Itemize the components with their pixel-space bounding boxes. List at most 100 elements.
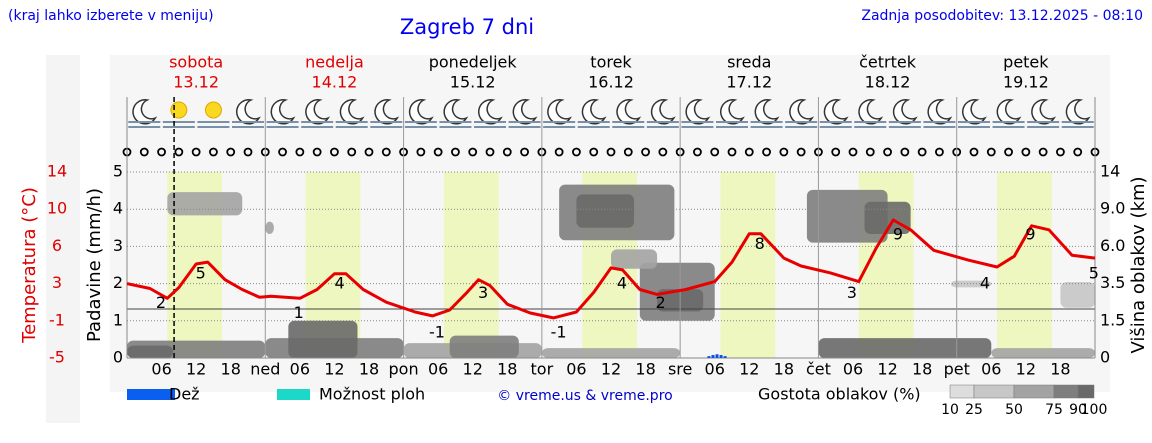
temp-tick-label: 6 — [52, 236, 62, 255]
sun-icon — [170, 101, 188, 119]
y2-axis-title: Višina oblakov (km) — [1128, 176, 1149, 353]
wind-marker — [831, 147, 841, 157]
temp-extreme-label: 3 — [478, 283, 488, 302]
temp-axis-title: Temperatura (°C) — [19, 187, 40, 344]
y-tick-label: 1 — [113, 310, 123, 329]
rain-bar — [719, 355, 723, 358]
density-title: Gostota oblakov (%) — [758, 385, 921, 404]
temp-tick-label: 3 — [52, 273, 62, 292]
rain-bar — [723, 356, 727, 358]
wind-marker — [693, 147, 702, 157]
wind-marker — [520, 147, 529, 157]
temp-tick-label: -5 — [49, 348, 65, 367]
density-swatch — [1013, 384, 1055, 399]
temp-extreme-label: 5 — [196, 264, 206, 283]
day-name: četrtek — [859, 53, 917, 72]
day-date: 18.12 — [865, 73, 911, 92]
wind-marker — [364, 147, 374, 157]
y2-tick-label: 0 — [1100, 348, 1110, 367]
wind-marker — [848, 147, 858, 157]
x-tick-label: 18 — [497, 360, 517, 379]
x-tick-label: sre — [668, 360, 692, 379]
sun-icon — [204, 101, 222, 119]
x-tick-label: 18 — [359, 360, 379, 379]
x-tick-label: 06 — [566, 360, 586, 379]
temp-extreme-label: 8 — [755, 234, 765, 253]
cloud-block — [167, 192, 243, 216]
day-date: 15.12 — [450, 73, 496, 92]
density-tick-label: 25 — [965, 402, 983, 418]
legend-swatch — [127, 389, 175, 400]
day-name: sobota — [169, 53, 223, 72]
wind-marker — [1073, 147, 1083, 157]
day-date: 16.12 — [588, 73, 634, 92]
hint: (kraj lahko izberete v meniju) — [8, 8, 214, 24]
temp-extreme-label: 2 — [655, 293, 665, 312]
temp-extreme-label: 4 — [335, 273, 345, 292]
density-tick-label: 75 — [1045, 402, 1063, 418]
wind-marker — [278, 147, 287, 157]
wind-marker — [502, 147, 512, 157]
wind-marker — [796, 147, 806, 157]
x-tick-label: 12 — [463, 360, 483, 379]
wind-marker — [658, 147, 668, 157]
credit: © vreme.us & vreme.pro — [497, 388, 672, 404]
wind-marker — [883, 147, 892, 157]
cloud-block — [449, 335, 519, 358]
wind-marker — [330, 147, 339, 157]
daylight-band — [997, 172, 1052, 358]
wind-marker — [209, 147, 218, 157]
wind-marker — [606, 147, 616, 157]
cloud-block — [818, 338, 992, 358]
y-axis-title: Padavine (mm/h) — [84, 188, 105, 342]
x-tick-label: 12 — [739, 360, 759, 379]
temp-extreme-label: 2 — [156, 293, 166, 312]
density-swatch — [1053, 384, 1079, 399]
temp-extreme-label: 9 — [893, 224, 903, 243]
cloud-block — [576, 194, 635, 228]
wind-marker — [157, 147, 166, 157]
x-tick-label: pon — [389, 360, 419, 379]
title: Zagreb 7 dni — [400, 15, 534, 39]
wind-marker — [900, 147, 910, 157]
cloud-block — [611, 249, 658, 269]
wind-marker — [468, 147, 478, 157]
cloud-block — [541, 348, 681, 358]
y-tick-label: 4 — [113, 199, 123, 218]
wind-marker — [381, 147, 391, 157]
wind-marker — [572, 147, 581, 157]
wind-marker — [554, 147, 564, 157]
day-name: sreda — [727, 53, 771, 72]
wind-marker — [744, 147, 754, 157]
density-tick-label: 50 — [1005, 402, 1023, 418]
cloud-block — [127, 345, 174, 358]
wind-marker — [416, 147, 426, 157]
wind-marker — [986, 147, 996, 157]
day-name: torek — [590, 53, 632, 72]
rain-bar — [715, 354, 719, 358]
wind-marker — [917, 147, 927, 157]
temp-tick-label: 14 — [47, 162, 67, 181]
wind-marker — [139, 147, 149, 157]
wind-marker — [347, 147, 357, 157]
cloud-block — [950, 280, 992, 288]
cloud-block — [288, 320, 358, 358]
density-swatch — [1077, 384, 1095, 399]
y2-tick-label: 6.0 — [1100, 236, 1125, 255]
x-tick-label: 18 — [912, 360, 932, 379]
cloud-block — [265, 221, 274, 234]
updated: Zadnja posodobitev: 13.12.2025 - 08:10 — [861, 8, 1143, 24]
y-tick-label: 3 — [113, 236, 123, 255]
temp-tick-label: 10 — [47, 199, 67, 218]
wind-marker — [589, 147, 599, 157]
day-name: nedelja — [305, 53, 364, 72]
wind-marker — [762, 147, 771, 157]
y2-tick-label: 14 — [1100, 162, 1120, 181]
wind-marker — [433, 147, 443, 157]
y2-tick-label: 3.5 — [1100, 273, 1125, 292]
temp-extreme-label: 4 — [980, 273, 990, 292]
day-date: 13.12 — [173, 73, 219, 92]
legend-label: Možnost ploh — [319, 385, 425, 404]
temp-tick-label: -1 — [49, 310, 65, 329]
x-tick-label: ned — [250, 360, 280, 379]
